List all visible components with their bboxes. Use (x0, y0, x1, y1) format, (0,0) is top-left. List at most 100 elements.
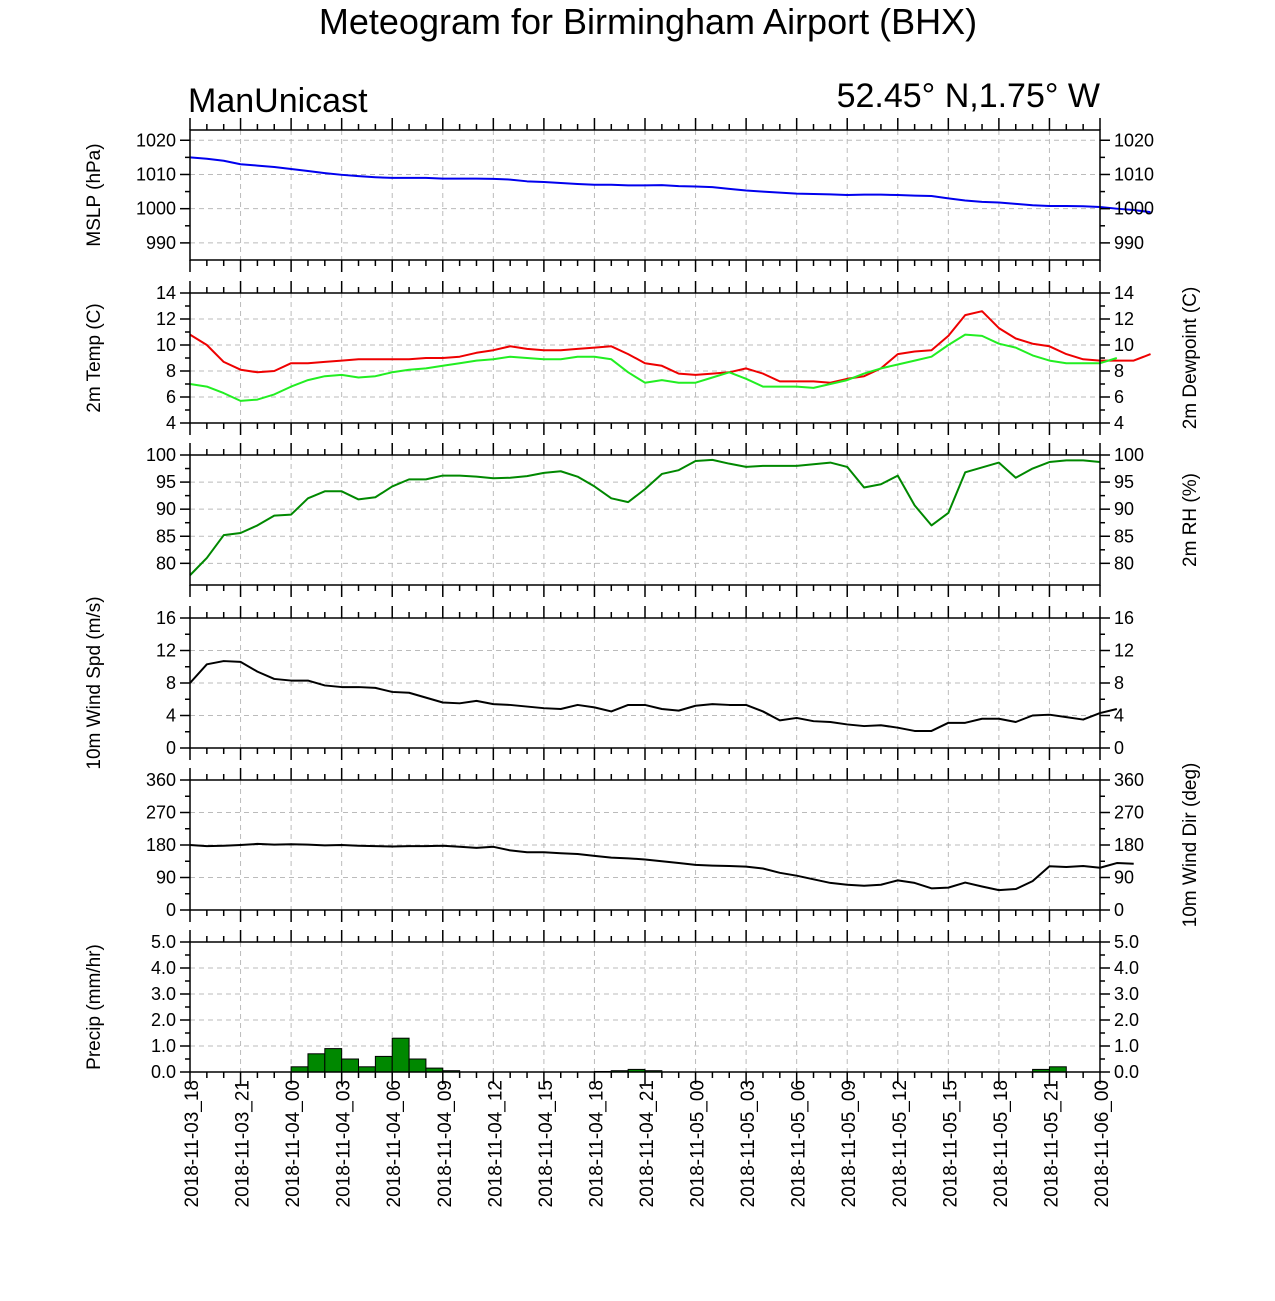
precip-bar (374, 1055, 393, 1073)
x-tick-labels: 2018-11-03_18 2018-11-03_21 2018-11-04_00 2… (182, 1080, 1113, 1207)
y-tick-label-right: 10 (1114, 335, 1134, 355)
y-tick-label-left: 90 (156, 499, 176, 519)
y-tick-label-right: 270 (1114, 803, 1144, 823)
y-axis-label-left: 10m Wind Spd (m/s) (84, 596, 105, 769)
y-tick-label-right: 6 (1114, 387, 1124, 407)
y-tick-label-left: 360 (146, 770, 176, 790)
chart-title: Meteogram for Birmingham Airport (BHX) (319, 1, 977, 42)
y-tick-label-right: 1010 (1114, 164, 1154, 184)
y-tick-label-left: 3.0 (151, 984, 176, 1004)
mslp-series-line-0 (189, 156, 1151, 214)
x-tick-label: 2018-11-05_06 (789, 1080, 810, 1207)
y-tick-label-right: 100 (1114, 445, 1144, 465)
y-tick-label-left: 12 (156, 641, 176, 661)
x-tick-label: 2018-11-04_21 (637, 1080, 658, 1207)
y-tick-label-left: 12 (156, 309, 176, 329)
y-tick-label-right: 12 (1114, 641, 1134, 661)
y-tick-label-right: 5.0 (1114, 932, 1139, 952)
x-tick-label: 2018-11-06_00 (1092, 1080, 1113, 1207)
precip-bar (408, 1058, 427, 1073)
y-tick-label-right: 3.0 (1114, 984, 1139, 1004)
x-tick-label: 2018-11-04_06 (384, 1080, 405, 1207)
y-tick-label-left: 1000 (136, 199, 176, 219)
x-tick-label: 2018-11-04_03 (334, 1080, 355, 1207)
y-tick-label-left: 16 (156, 608, 176, 628)
y-tick-label-right: 0.0 (1114, 1062, 1139, 1082)
model-label: ManUnicast (188, 82, 368, 120)
y-tick-label-left: 10 (156, 335, 176, 355)
y-tick-label-right: 360 (1114, 770, 1144, 790)
y-tick-label-right: 4.0 (1114, 958, 1139, 978)
panel-precip: 0.0 0.0 1.0 1.0 2.0 2.0 3.0 3.0 4.0 4.0 5.0 5.0 Prec… (84, 930, 1139, 1084)
y-tick-label-right: 8 (1114, 673, 1124, 693)
temp-series-line-1 (189, 333, 1118, 402)
y-tick-label-right: 990 (1114, 233, 1144, 253)
y-tick-label-right: 12 (1114, 309, 1134, 329)
y-tick-label-right: 1020 (1114, 130, 1154, 150)
y-axis-label-right: 10m Wind Dir (deg) (1180, 763, 1201, 928)
precip-bar (307, 1053, 326, 1073)
x-tick-label: 2018-11-05_03 (738, 1080, 759, 1207)
y-tick-label-right: 1000 (1114, 199, 1154, 219)
y-tick-label-right: 1.0 (1114, 1036, 1139, 1056)
y-tick-label-left: 6 (166, 387, 176, 407)
wind_speed-series-line-0 (189, 660, 1118, 732)
panel-wind_speed: 0 0 4 4 8 8 12 12 16 16 10m Wind Spd (m/s) (84, 596, 1134, 769)
precip-bar (1048, 1066, 1067, 1073)
precip-bar (290, 1066, 309, 1073)
y-tick-label-left: 95 (156, 472, 176, 492)
y-tick-label-right: 0 (1114, 900, 1124, 920)
y-tick-label-right: 4 (1114, 706, 1124, 726)
y-tick-label-left: 2.0 (151, 1010, 176, 1030)
location-label: 52.45° N,1.75° W (837, 77, 1100, 115)
y-tick-label-left: 180 (146, 835, 176, 855)
x-tick-label: 2018-11-05_21 (1041, 1080, 1062, 1207)
x-tick-label: 2018-11-05_09 (839, 1080, 860, 1207)
x-tick-label: 2018-11-04_12 (485, 1080, 506, 1207)
y-tick-label-left: 4 (166, 706, 176, 726)
rh-series-line-0 (189, 458, 1101, 576)
y-tick-label-left: 8 (166, 361, 176, 381)
y-tick-label-right: 80 (1114, 553, 1134, 573)
x-tick-label: 2018-11-03_21 (233, 1080, 254, 1207)
y-tick-label-right: 0 (1114, 738, 1124, 758)
y-tick-label-left: 270 (146, 803, 176, 823)
precip-bar (391, 1037, 410, 1073)
y-axis-label-right: 2m RH (%) (1180, 473, 1201, 567)
y-tick-label-left: 4 (166, 413, 176, 433)
x-tick-label: 2018-11-03_18 (182, 1080, 203, 1207)
x-tick-label: 2018-11-05_00 (688, 1080, 709, 1207)
y-tick-label-right: 4 (1114, 413, 1124, 433)
y-axis-label-left: Precip (mm/hr) (84, 944, 105, 1070)
y-tick-label-left: 85 (156, 526, 176, 546)
panel-temp: 4 4 6 6 8 8 10 10 12 12 14 14 2m Temp (C) 2m Dewpoint… (84, 281, 1201, 435)
y-tick-label-right: 8 (1114, 361, 1124, 381)
y-axis-label-left: 2m Temp (C) (84, 303, 105, 412)
panel-wind_dir: 0 0 90 90 180 180 270 270 360 360 10m Wind Dir (de… (146, 763, 1201, 928)
y-axis-label-right: 2m Dewpoint (C) (1180, 287, 1201, 430)
y-tick-label-right: 90 (1114, 868, 1134, 888)
y-tick-label-right: 95 (1114, 472, 1134, 492)
x-tick-label: 2018-11-04_18 (586, 1080, 607, 1207)
y-tick-label-left: 990 (146, 233, 176, 253)
y-tick-label-right: 90 (1114, 499, 1134, 519)
precip-bar (341, 1058, 360, 1073)
y-tick-label-right: 16 (1114, 608, 1134, 628)
panel-rh: 80 80 85 85 90 90 95 95 100 100 2m RH (%) (146, 443, 1201, 597)
y-tick-label-right: 2.0 (1114, 1010, 1139, 1030)
y-tick-label-left: 1020 (136, 130, 176, 150)
precip-bar (324, 1048, 343, 1073)
y-tick-label-left: 5.0 (151, 932, 176, 952)
precip-bar (358, 1066, 376, 1073)
y-tick-label-left: 4.0 (151, 958, 176, 978)
y-tick-label-left: 0.0 (151, 1062, 176, 1082)
temp-series-line-0 (189, 310, 1151, 384)
y-tick-label-left: 1010 (136, 164, 176, 184)
y-tick-label-right: 14 (1114, 283, 1134, 303)
y-tick-label-left: 90 (156, 868, 176, 888)
panel-mslp: 990 990 1000 1000 1010 1010 1020 1020 MSLP (hPa) (84, 118, 1154, 272)
y-tick-label-right: 85 (1114, 526, 1134, 546)
x-tick-label: 2018-11-05_12 (890, 1080, 911, 1207)
